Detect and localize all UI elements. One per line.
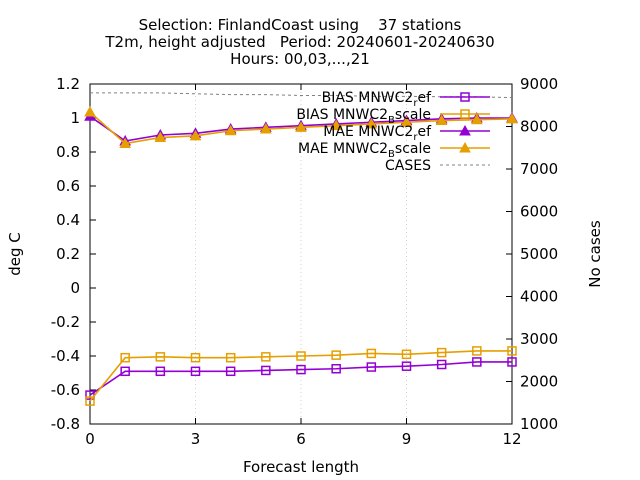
y-tick-label: 0.4: [56, 211, 80, 229]
data-point: [120, 366, 130, 377]
y-tick-label: 0: [70, 279, 80, 297]
data-point: [401, 361, 412, 371]
x-tick-label: 6: [296, 430, 306, 448]
data-point: [506, 112, 518, 124]
y-tick-label: -0.6: [51, 381, 80, 399]
data-point: [189, 129, 202, 141]
x-tick-label: 0: [85, 430, 95, 448]
data-point: [331, 364, 341, 374]
legend-label: BIAS MNWC2ref: [322, 90, 432, 109]
chart-title-line: Selection: FinlandCoast using 37 station…: [139, 16, 462, 34]
data-point: [296, 351, 306, 361]
data-point: [365, 117, 378, 129]
series-1: [85, 346, 517, 406]
y-tick-label: 1: [70, 109, 80, 127]
data-point: [366, 348, 377, 359]
legend-label: CASES: [385, 158, 431, 174]
data-point: [436, 347, 447, 358]
data-point: [401, 349, 412, 360]
legend-label: BIAS MNWC2Bscale: [296, 107, 431, 126]
data-point: [119, 137, 132, 148]
data-point: [507, 346, 517, 356]
legend-marker: [459, 141, 471, 153]
data-point: [472, 346, 482, 356]
legend-marker: [459, 124, 471, 136]
data-point: [296, 364, 306, 375]
data-point: [261, 352, 271, 362]
x-tick-label: 9: [402, 430, 412, 448]
data-point: [330, 119, 343, 131]
data-point: [84, 106, 96, 117]
data-point: [225, 366, 236, 377]
data-point: [224, 124, 237, 136]
y2-tick-label: 2000: [520, 373, 558, 391]
y-tick-label: 1.2: [56, 75, 80, 93]
data-point: [507, 357, 517, 367]
chart-title-line: Hours: 00,03,...,21: [230, 50, 370, 68]
series-layer: [84, 92, 518, 406]
y2-axis-label: No cases: [586, 220, 604, 288]
data-point: [400, 116, 413, 127]
data-point: [470, 113, 483, 125]
data-point: [472, 357, 482, 367]
data-point: [295, 121, 307, 132]
legend-marker: [460, 92, 470, 102]
data-point: [155, 352, 166, 362]
y2-tick-label: 4000: [520, 288, 558, 306]
x-tick-label: 12: [502, 430, 521, 448]
y2-tick-label: 9000: [520, 75, 558, 93]
y2-tick-label: 5000: [520, 245, 558, 263]
data-point: [120, 352, 130, 363]
y2-tick-label: 1000: [520, 415, 558, 433]
chart-title: Selection: FinlandCoast using 37 station…: [104, 16, 494, 68]
data-point: [85, 396, 95, 406]
data-point: [366, 362, 377, 372]
grid: [195, 84, 407, 424]
legend-label: MAE MNWC2ref: [323, 124, 432, 143]
y-tick-label: 0.8: [56, 143, 80, 161]
y-tick-label: -0.4: [51, 347, 80, 365]
series-line: [89, 350, 512, 402]
y-tick-label: 0.2: [56, 245, 80, 263]
data-point: [225, 352, 236, 363]
series-0: [85, 357, 517, 400]
x-axis-label: Forecast length: [243, 458, 359, 476]
legend-label: MAE MNWC2Bscale: [298, 141, 431, 160]
axis-ticks: -0.8 -0.6 -0.4 -0.2 0 0.2 0.4 0.6 0.8 1 1.2 1000 200…: [51, 75, 558, 448]
data-point: [436, 359, 447, 370]
y-tick-label: -0.8: [51, 415, 80, 433]
series-line: [89, 361, 512, 396]
chart-title-line: T2m, height adjusted Period: 20240601-20…: [104, 33, 494, 51]
y-tick-label: -0.2: [51, 313, 80, 331]
y2-tick-label: 6000: [520, 203, 558, 221]
data-point: [435, 114, 448, 126]
data-point: [331, 350, 341, 360]
data-point: [190, 352, 201, 363]
series-line: [90, 92, 513, 99]
x-tick-label: 3: [191, 430, 201, 448]
data-point: [154, 131, 167, 143]
legend-marker: [460, 109, 470, 119]
y2-tick-label: 3000: [520, 330, 558, 348]
series-4: [90, 92, 513, 99]
y-axis-label: deg C: [6, 232, 24, 276]
data-point: [261, 365, 271, 376]
series-3: [84, 106, 518, 148]
y2-tick-label: 8000: [520, 118, 558, 136]
data-point: [155, 366, 166, 377]
y2-tick-label: 7000: [520, 160, 558, 178]
data-point: [190, 366, 201, 377]
y-tick-label: 0.6: [56, 177, 80, 195]
data-point: [259, 123, 272, 134]
